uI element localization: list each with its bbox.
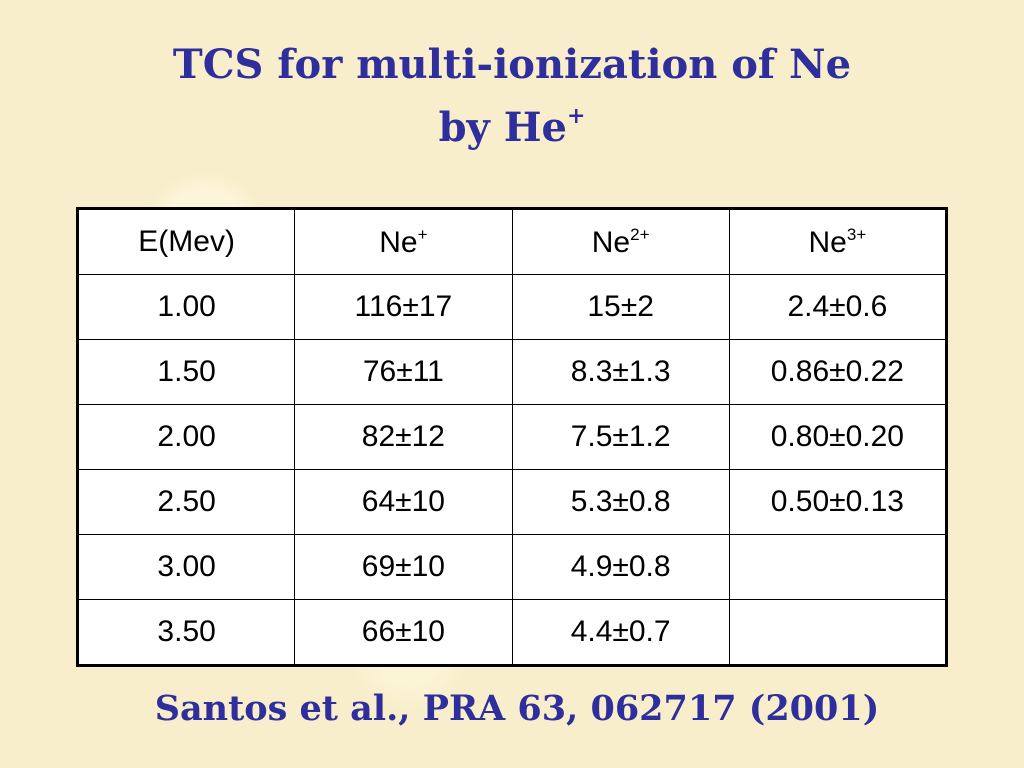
citation: Santos et al., PRA 63, 062717 (2001)	[154, 688, 880, 729]
title-superscript: +	[566, 103, 586, 129]
table-cell: 82±12	[294, 404, 513, 470]
cell-text: 3.50	[157, 615, 216, 648]
table-row: 2.50 64±10 5.3±0.8 0.50±0.13	[76, 469, 948, 535]
table-cell: 1.50	[76, 339, 296, 405]
header-text: Ne	[379, 225, 418, 259]
table-cell: 64±10	[294, 469, 513, 535]
cell-text: 4.9±0.8	[570, 550, 671, 583]
cell-text: 2.00	[157, 420, 216, 453]
cell-text: 76±11	[362, 355, 444, 388]
cell-text: 8.3±1.3	[570, 355, 671, 388]
header-superscript: 2+	[630, 224, 650, 244]
cell-text: 82±12	[361, 420, 445, 453]
table-cell: 0.50±0.13	[728, 469, 948, 535]
table-row: 3.50 66±10 4.4±0.7	[76, 599, 948, 666]
cell-text: 0.80±0.20	[770, 420, 904, 453]
cell-text: 2.4±0.6	[787, 290, 888, 323]
cell-text: 4.4±0.7	[570, 615, 671, 648]
cell-text: 3.00	[157, 550, 216, 583]
cell-text: 66±10	[361, 615, 445, 648]
header-superscript: 3+	[846, 224, 867, 244]
table-cell: 4.4±0.7	[511, 599, 730, 666]
table-cell: 2.50	[76, 469, 296, 535]
cell-text: 1.50	[157, 355, 216, 388]
table-row: 3.00 69±10 4.9±0.8	[76, 534, 948, 600]
table-row: 2.00 82±12 7.5±1.2 0.80±0.20	[76, 404, 948, 470]
table-cell: 0.86±0.22	[728, 339, 948, 405]
title-line: TCS for multi-ionization of Ne	[172, 41, 852, 88]
table-cell: 69±10	[294, 534, 513, 600]
table-row: 1.00 116±17 15±2 2.4±0.6	[76, 274, 948, 340]
table-cell: 1.00	[76, 274, 296, 340]
cell-text: 64±10	[361, 485, 445, 518]
header-cell: E(Mev)	[76, 208, 296, 275]
table-cell: 3.50	[76, 599, 296, 666]
header-superscript: +	[417, 224, 428, 244]
header-row: E(Mev) Ne+ Ne2+ Ne3+	[76, 208, 948, 275]
cell-text: 5.3±0.8	[570, 485, 671, 518]
cell-text: 69±10	[361, 550, 445, 583]
cell-text: 0.86±0.22	[770, 355, 904, 388]
table-cell: 4.9±0.8	[511, 534, 730, 600]
header-text: E(Mev)	[138, 225, 235, 258]
header-text: Ne	[591, 225, 631, 259]
table-cell: 2.4±0.6	[728, 274, 948, 340]
table-cell: 5.3±0.8	[511, 469, 730, 535]
table-cell: 7.5±1.2	[511, 404, 730, 470]
cell-text: 15±2	[587, 290, 654, 323]
header-cell: Ne+	[294, 208, 513, 275]
table-cell: 76±11	[294, 339, 513, 405]
cell-text: 7.5±1.2	[570, 420, 671, 453]
data-table: E(Mev) Ne+ Ne2+ Ne3+ 1.00 116±17 15±2 2.4±0.6 1.…	[76, 207, 948, 667]
table-cell: 0.80±0.20	[728, 404, 948, 470]
header-cell: Ne2+	[511, 208, 730, 275]
cell-text: 116±17	[354, 290, 453, 323]
header-cell: Ne3+	[728, 208, 948, 275]
cell-text: 2.50	[157, 485, 216, 518]
table-cell: 3.00	[76, 534, 296, 600]
table-cell: 15±2	[511, 274, 730, 340]
title-line: by He+	[0, 105, 1024, 148]
table-cell: 66±10	[294, 599, 513, 666]
table-cell: 8.3±1.3	[511, 339, 730, 405]
table-row: 1.50 76±11 8.3±1.3 0.86±0.22	[76, 339, 948, 405]
table-cell	[728, 534, 948, 600]
table-cell	[728, 599, 948, 666]
table-cell: 2.00	[76, 404, 296, 470]
title-text: by He	[438, 104, 567, 151]
header-text: Ne	[808, 225, 847, 259]
cell-text: 1.00	[157, 290, 216, 323]
cell-text: 0.50±0.13	[770, 485, 904, 518]
table-cell: 116±17	[294, 274, 513, 340]
